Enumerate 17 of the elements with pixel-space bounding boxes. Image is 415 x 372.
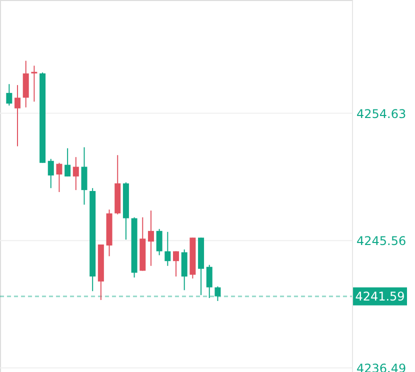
candlestick bbox=[6, 84, 12, 106]
candlestick bbox=[148, 210, 154, 266]
candlestick bbox=[14, 84, 21, 147]
candlestick bbox=[173, 250, 179, 278]
y-tick-label: 4245.56 bbox=[356, 234, 406, 248]
candlestick bbox=[214, 286, 221, 302]
candlestick bbox=[56, 162, 62, 193]
candlestick bbox=[164, 231, 171, 266]
candlestick bbox=[48, 158, 54, 189]
candlestick bbox=[81, 146, 88, 206]
candlestick bbox=[156, 228, 162, 256]
candlestick bbox=[64, 148, 71, 177]
candlestick bbox=[206, 264, 212, 299]
ref-line-label: 4241.59 bbox=[355, 289, 405, 304]
y-tick-label: 4254.63 bbox=[356, 106, 406, 121]
candlestick bbox=[31, 65, 38, 102]
candlestick bbox=[72, 156, 79, 191]
